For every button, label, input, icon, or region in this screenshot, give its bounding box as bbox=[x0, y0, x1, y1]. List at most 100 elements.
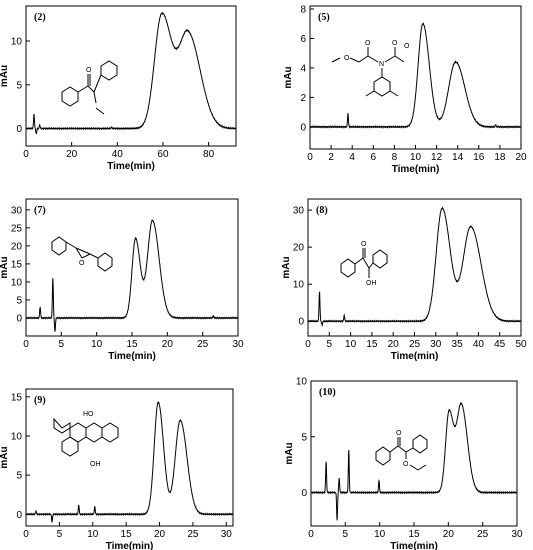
y-tick-label: 30 bbox=[293, 206, 305, 217]
x-axis-label: Time(min) bbox=[108, 351, 156, 362]
y-tick-label: 20 bbox=[11, 241, 23, 252]
x-tick-label: 15 bbox=[408, 529, 420, 540]
x-tick-label: 5 bbox=[343, 529, 349, 540]
structure-8-o-label: O bbox=[361, 241, 367, 248]
x-tick-label: 0 bbox=[308, 529, 314, 540]
y-axis-label: mAu bbox=[0, 65, 10, 87]
structure-5-o3-label: O bbox=[344, 55, 350, 62]
x-tick-label: 5 bbox=[59, 339, 65, 350]
y-axis-label: mAu bbox=[284, 442, 295, 464]
chromatogram-trace bbox=[310, 402, 518, 521]
x-tick-label: 25 bbox=[197, 339, 209, 350]
x-tick-label: 25 bbox=[477, 529, 489, 540]
chromatogram-trace bbox=[309, 22, 522, 129]
panel-label: (7) bbox=[34, 205, 46, 216]
x-tick-label: 0 bbox=[23, 529, 29, 540]
x-tick-label: 80 bbox=[203, 149, 215, 160]
x-tick-label: 15 bbox=[366, 339, 378, 350]
x-tick-label: 30 bbox=[221, 529, 233, 540]
y-tick-label: 0 bbox=[16, 510, 22, 521]
x-tick-label: 10 bbox=[345, 339, 357, 350]
y-tick-label: 5 bbox=[16, 471, 22, 482]
x-tick-label: 16 bbox=[473, 152, 485, 163]
y-tick-label: 30 bbox=[11, 205, 23, 216]
chromatogram-trace bbox=[307, 206, 522, 328]
x-tick-label: 0 bbox=[23, 149, 29, 160]
y-tick-label: 0 bbox=[298, 317, 304, 328]
plot-frame bbox=[25, 388, 234, 527]
x-axis-label: Time(min) bbox=[107, 161, 155, 172]
x-tick-label: 20 bbox=[66, 149, 78, 160]
x-axis-label: Time(min) bbox=[391, 351, 439, 362]
x-tick-label: 12 bbox=[431, 152, 443, 163]
x-tick-label: 30 bbox=[232, 339, 244, 350]
structure-2-o-label: O bbox=[86, 67, 92, 74]
structure-9: HO OH bbox=[53, 411, 119, 468]
y-tick-label: 10 bbox=[296, 377, 308, 388]
y-tick-label: 5 bbox=[16, 295, 22, 306]
y-tick-label: 0 bbox=[16, 313, 22, 324]
y-tick-label: 10 bbox=[293, 280, 305, 291]
panel-label: (8) bbox=[316, 205, 328, 216]
x-tick-label: 50 bbox=[515, 339, 527, 350]
y-axis-label: mAu bbox=[0, 256, 10, 278]
y-tick-label: 5 bbox=[301, 432, 307, 443]
plot-frame bbox=[310, 380, 518, 527]
x-tick-label: 40 bbox=[473, 339, 485, 350]
y-tick-label: 0 bbox=[16, 124, 22, 135]
x-tick-label: 25 bbox=[409, 339, 421, 350]
y-tick-label: 15 bbox=[11, 259, 23, 270]
x-tick-label: 10 bbox=[374, 529, 386, 540]
structure-5-n-label: N bbox=[379, 61, 384, 68]
x-tick-label: 5 bbox=[57, 529, 63, 540]
panel-label: (9) bbox=[34, 395, 46, 406]
x-tick-label: 6 bbox=[371, 152, 377, 163]
x-tick-label: 5 bbox=[327, 339, 333, 350]
x-axis-label: Time(min) bbox=[392, 164, 440, 175]
x-tick-label: 40 bbox=[112, 149, 124, 160]
y-tick-label: 5 bbox=[16, 80, 22, 91]
x-tick-label: 20 bbox=[162, 339, 174, 350]
x-axis-label: Time(min) bbox=[106, 541, 154, 550]
x-tick-label: 4 bbox=[349, 152, 355, 163]
structure-7: O bbox=[51, 236, 113, 272]
x-tick-label: 2 bbox=[328, 152, 334, 163]
chart-panel-3: 0 5 10 15 20 25 30 0 5 10 15 20 25 30 Time(min) mAu (7) bbox=[0, 198, 244, 362]
x-tick-label: 10 bbox=[87, 529, 99, 540]
structure-5-o4-label: O bbox=[404, 43, 410, 50]
y-axis-label: mAu bbox=[0, 446, 10, 468]
y-tick-label: 8 bbox=[300, 4, 306, 15]
x-tick-label: 18 bbox=[494, 152, 506, 163]
y-tick-label: 2 bbox=[300, 93, 306, 104]
chromatogram-trace bbox=[25, 12, 237, 135]
structure-5-o2-label: O bbox=[365, 40, 371, 47]
x-tick-label: 10 bbox=[91, 339, 103, 350]
y-tick-label: 4 bbox=[300, 63, 306, 74]
x-tick-label: 15 bbox=[126, 339, 138, 350]
y-tick-label: 0 bbox=[300, 122, 306, 133]
panel-label: (5) bbox=[318, 12, 330, 23]
structure-10-o2-label: O bbox=[403, 461, 409, 468]
x-tick-label: 35 bbox=[452, 339, 464, 350]
x-tick-label: 60 bbox=[157, 149, 169, 160]
structure-9-ho-label: HO bbox=[83, 411, 94, 418]
y-axis-label: mAu bbox=[281, 256, 292, 278]
structure-10: O O bbox=[375, 430, 428, 471]
x-tick-label: 14 bbox=[452, 152, 464, 163]
x-tick-label: 20 bbox=[154, 529, 166, 540]
structure-8: O OH bbox=[340, 241, 388, 287]
chart-panel-4: 0 5 10 15 20 25 30 35 40 45 500102030Time(min)mAu(… bbox=[281, 198, 527, 362]
y-tick-label: 25 bbox=[11, 223, 23, 234]
panel-label: (2) bbox=[34, 12, 46, 23]
panel-label: (10) bbox=[319, 387, 336, 398]
x-tick-label: 8 bbox=[392, 152, 398, 163]
x-tick-label: 30 bbox=[511, 529, 523, 540]
plot-frame bbox=[25, 5, 237, 147]
structure-9-oh-label: OH bbox=[90, 461, 101, 468]
structure-10-o1-label: O bbox=[396, 430, 402, 437]
y-tick-label: 0 bbox=[301, 488, 307, 499]
x-tick-label: 0 bbox=[307, 152, 313, 163]
structure-8-oh-label: OH bbox=[366, 280, 377, 287]
